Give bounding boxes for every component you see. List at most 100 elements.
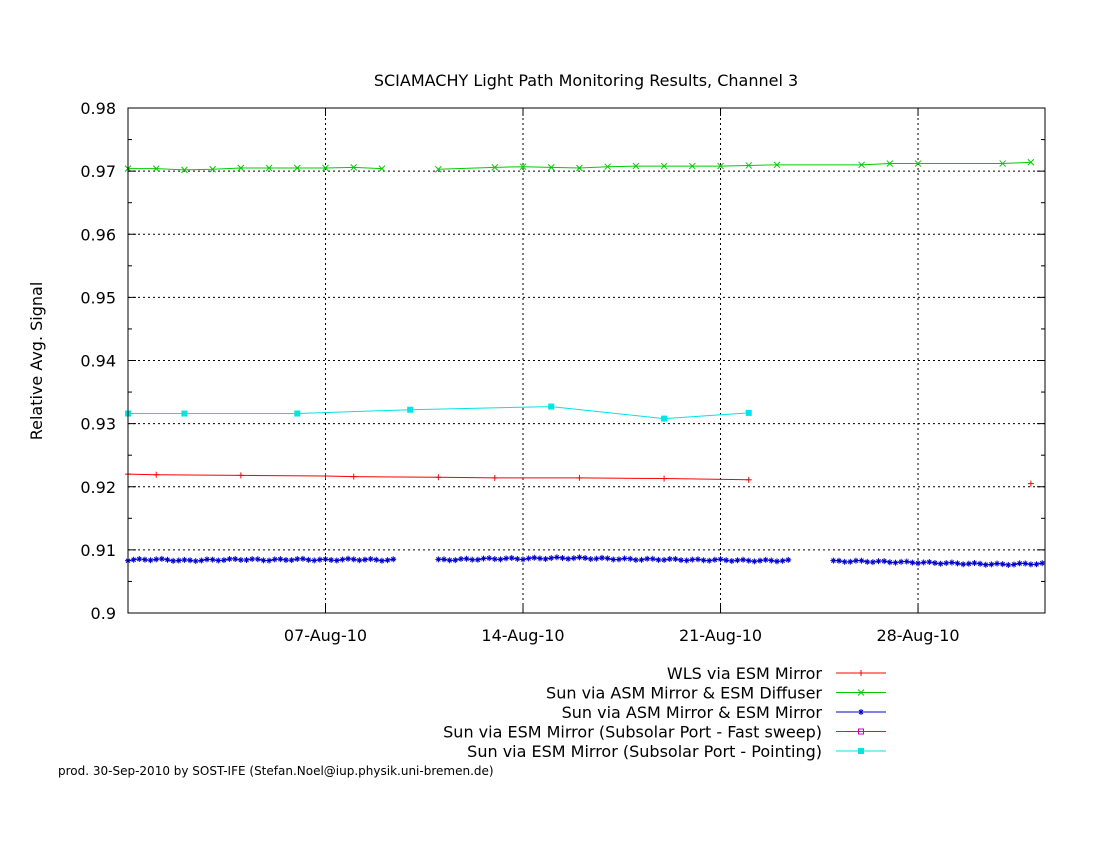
data-point [999,561,1006,568]
series-5 [125,403,752,422]
data-point [497,556,504,563]
data-point [570,555,577,562]
data-point [328,556,335,563]
legend-label: Sun via ESM Mirror (Subsolar Port - Poin… [467,742,822,761]
data-point [773,558,780,565]
series-2 [124,158,1035,174]
data-point [948,559,955,566]
data-point [1027,561,1034,568]
data-point [649,555,656,562]
data-point [785,556,792,563]
data-point [553,554,560,561]
data-point [971,560,978,567]
y-axis-label: Relative Avg. Signal [27,282,46,441]
data-point [384,557,391,564]
data-point [474,556,481,563]
data-point [153,556,160,563]
data-point [435,556,442,563]
data-point [621,555,628,562]
data-point [638,556,645,563]
data-point [869,559,876,566]
data-point [982,561,989,568]
data-point [886,559,893,566]
data-point [237,556,244,563]
data-point [141,556,148,563]
data-point [706,557,713,564]
data-point [345,555,352,562]
data-point [858,557,865,564]
data-point [294,556,301,563]
data-point [915,560,922,567]
data-point [582,555,589,562]
data-point [1027,480,1034,487]
y-tick-label: 0.92 [80,478,116,497]
data-point [847,558,854,565]
data-point [909,559,916,566]
data-point [215,557,222,564]
data-point [311,557,318,564]
legend-marker [858,748,864,754]
data-point [373,556,380,563]
data-point [960,561,967,568]
data-point [576,554,583,561]
data-point [1039,560,1046,567]
data-point [243,556,250,563]
data-point [655,556,662,563]
data-point [689,556,696,563]
data-point [232,556,239,563]
data-point [666,556,673,563]
data-point [322,556,329,563]
data-point [903,558,910,565]
data-point [175,557,182,564]
data-point [943,560,950,567]
data-point [931,559,938,566]
data-point [333,557,340,564]
data-point [548,555,555,562]
data-point [751,558,758,565]
data-point [350,556,357,563]
data-point [520,556,527,563]
data-point [469,556,476,563]
data-point [954,560,961,567]
data-point [136,555,143,562]
data-point [683,557,690,564]
data-point [627,555,634,562]
data-point [892,559,899,566]
data-point [768,557,775,564]
footer-credit: prod. 30-Sep-2010 by SOST-IFE (Stefan.No… [58,764,494,778]
data-point [994,560,1001,567]
data-point [158,555,165,562]
data-point [266,557,273,564]
data-point [170,557,177,564]
data-point [457,555,464,562]
data-point [661,556,668,563]
x-tick-label: 21-Aug-10 [679,626,762,645]
data-point [745,557,752,564]
data-point [147,557,154,564]
data-point [181,556,188,563]
series-1 [125,471,1034,487]
data-point [378,557,385,564]
data-point [536,555,543,562]
y-tick-label: 0.9 [91,604,116,623]
series-layer [124,158,1046,568]
data-point [728,557,735,564]
y-tick-label: 0.98 [80,99,116,118]
data-point [881,558,888,565]
data-point [587,556,594,563]
data-point [283,556,290,563]
data-point [977,560,984,567]
legend-marker [857,689,865,696]
data-point [1022,560,1029,567]
series-line [128,166,382,171]
series-line [438,161,1031,170]
data-point [988,561,995,568]
series-line [127,473,749,481]
data-point [260,557,267,564]
y-tick-label: 0.97 [80,162,116,181]
data-point [898,558,905,565]
data-point [362,556,369,563]
data-point [779,557,786,564]
data-point [130,556,137,563]
legend-label: Sun via ESM Mirror (Subsolar Port - Fast… [443,723,822,742]
